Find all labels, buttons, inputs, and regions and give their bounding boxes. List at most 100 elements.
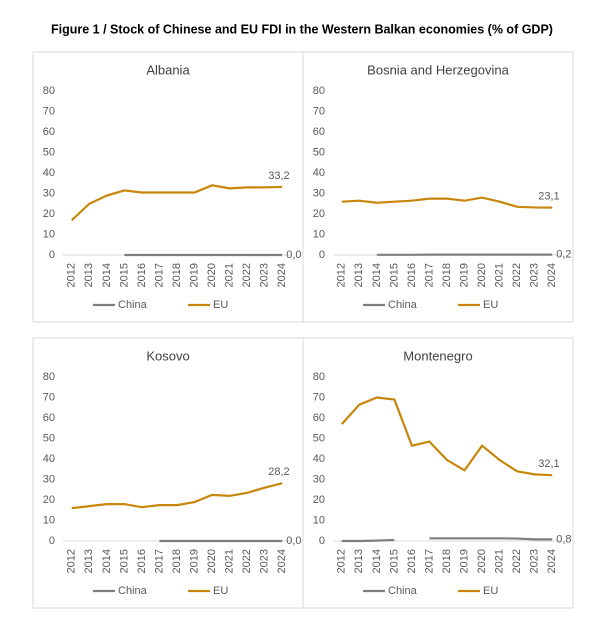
x-tick-label: 2020 — [476, 263, 488, 287]
x-tick-label: 2013 — [83, 263, 95, 287]
y-tick-label: 20 — [313, 208, 325, 220]
x-tick-label: 2017 — [423, 263, 435, 287]
x-tick-label: 2024 — [276, 549, 288, 573]
legend-label: EU — [483, 585, 498, 597]
panel-border — [302, 337, 574, 609]
y-tick-label: 80 — [43, 85, 55, 97]
panel-title: Bosnia and Herzegovina — [367, 62, 509, 77]
x-tick-label: 2016 — [406, 549, 418, 573]
x-tick-label: 2018 — [171, 263, 183, 287]
x-tick-label: 2024 — [276, 263, 288, 287]
x-tick-label: 2012 — [66, 263, 78, 287]
data-label: 0,0 — [286, 249, 301, 261]
x-tick-label: 2022 — [511, 549, 523, 573]
x-tick-label: 2022 — [241, 263, 253, 287]
panel-title: Albania — [146, 62, 190, 77]
series-line — [341, 537, 553, 543]
legend-label: China — [118, 585, 148, 597]
y-tick-label: 40 — [43, 167, 55, 179]
x-tick-label: 2023 — [529, 549, 541, 573]
y-tick-label: 30 — [313, 187, 325, 199]
y-tick-label: 60 — [313, 412, 325, 424]
legend-label: EU — [213, 585, 228, 597]
data-label: 0,0 — [286, 535, 301, 547]
x-tick-label: 2017 — [153, 263, 165, 287]
x-tick-label: 2015 — [118, 263, 130, 287]
x-tick-label: 2014 — [371, 263, 383, 287]
x-tick-label: 2022 — [241, 549, 253, 573]
legend-label: China — [118, 299, 148, 311]
x-tick-label: 2018 — [441, 549, 453, 573]
series-line — [341, 196, 553, 209]
y-tick-label: 40 — [313, 167, 325, 179]
x-tick-label: 2014 — [101, 549, 113, 573]
y-tick-label: 70 — [313, 391, 325, 403]
x-tick-label: 2012 — [336, 549, 348, 573]
x-tick-label: 2017 — [153, 549, 165, 573]
x-tick-label: 2021 — [224, 549, 236, 573]
y-tick-label: 40 — [43, 453, 55, 465]
series-line — [71, 184, 283, 221]
y-tick-label: 0 — [49, 535, 55, 547]
y-tick-label: 20 — [43, 208, 55, 220]
panel-title: Montenegro — [403, 348, 472, 363]
y-tick-label: 10 — [313, 514, 325, 526]
x-tick-label: 2024 — [546, 263, 558, 287]
x-tick-label: 2016 — [136, 263, 148, 287]
x-tick-label: 2023 — [259, 263, 271, 287]
data-label: 33,2 — [268, 170, 289, 182]
y-tick-label: 30 — [43, 187, 55, 199]
series-line — [71, 482, 283, 510]
x-tick-label: 2013 — [353, 549, 365, 573]
x-tick-label: 2019 — [458, 263, 470, 287]
x-tick-label: 2013 — [353, 263, 365, 287]
y-tick-label: 10 — [43, 514, 55, 526]
y-tick-label: 60 — [43, 412, 55, 424]
x-tick-label: 2019 — [188, 263, 200, 287]
panel-border — [302, 51, 574, 323]
x-tick-label: 2021 — [494, 549, 506, 573]
x-tick-label: 2019 — [458, 549, 470, 573]
y-tick-label: 60 — [313, 126, 325, 138]
legend-label: China — [388, 299, 418, 311]
x-tick-label: 2021 — [224, 263, 236, 287]
x-tick-label: 2023 — [259, 549, 271, 573]
x-tick-label: 2023 — [529, 263, 541, 287]
x-tick-label: 2012 — [336, 263, 348, 287]
y-tick-label: 80 — [313, 85, 325, 97]
y-tick-label: 70 — [313, 105, 325, 117]
y-tick-label: 30 — [43, 473, 55, 485]
data-label: 28,2 — [268, 466, 289, 478]
figure-title: Figure 1 / Stock of Chinese and EU FDI i… — [51, 22, 553, 36]
legend-label: EU — [483, 299, 498, 311]
y-tick-label: 0 — [319, 249, 325, 261]
x-tick-label: 2014 — [371, 549, 383, 573]
x-tick-label: 2024 — [546, 549, 558, 573]
y-tick-label: 50 — [43, 146, 55, 158]
y-tick-label: 50 — [313, 432, 325, 444]
x-tick-label: 2020 — [206, 263, 218, 287]
y-tick-label: 50 — [43, 432, 55, 444]
x-tick-label: 2012 — [66, 549, 78, 573]
legend-label: EU — [213, 299, 228, 311]
y-tick-label: 70 — [43, 105, 55, 117]
y-tick-label: 20 — [313, 494, 325, 506]
data-label: 0,2 — [556, 248, 571, 260]
y-tick-label: 70 — [43, 391, 55, 403]
x-tick-label: 2019 — [188, 549, 200, 573]
x-tick-label: 2018 — [441, 263, 453, 287]
y-tick-label: 80 — [43, 371, 55, 383]
y-tick-label: 60 — [43, 126, 55, 138]
panel-title: Kosovo — [146, 348, 189, 363]
data-label: 23,1 — [538, 191, 559, 203]
legend-label: China — [388, 585, 418, 597]
data-label: 32,1 — [538, 458, 559, 470]
y-tick-label: 0 — [319, 535, 325, 547]
x-tick-label: 2021 — [494, 263, 506, 287]
y-tick-label: 0 — [49, 249, 55, 261]
y-tick-label: 20 — [43, 494, 55, 506]
x-tick-label: 2015 — [118, 549, 130, 573]
y-tick-label: 10 — [43, 228, 55, 240]
x-tick-label: 2014 — [101, 263, 113, 287]
